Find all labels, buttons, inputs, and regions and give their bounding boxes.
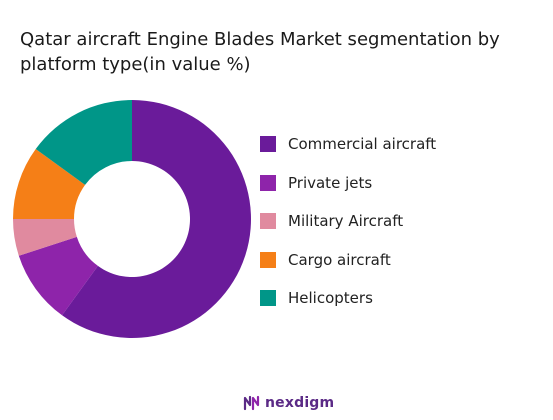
chart-title: Qatar aircraft Engine Blades Market segm… <box>20 29 500 75</box>
brand-logo-area: nexdigm <box>242 393 334 413</box>
donut-chart <box>13 100 251 338</box>
donut-slice-military-aircraft <box>13 219 77 256</box>
brand-name: nexdigm <box>265 395 335 411</box>
legend-label: Private jets <box>288 173 373 192</box>
donut-slice-commercial-aircraft <box>62 100 251 338</box>
legend-swatch <box>260 290 276 306</box>
legend-swatch <box>260 174 276 191</box>
legend-label: Military Aircraft <box>288 212 404 230</box>
legend-item: Private jets <box>260 172 436 194</box>
legend-swatch <box>260 251 276 268</box>
legend-swatch <box>260 213 276 229</box>
legend-label: Commercial aircraft <box>288 135 437 153</box>
legend-label: Helicopters <box>288 289 373 307</box>
donut-slice-cargo-aircraft <box>13 149 86 219</box>
chart-legend: Commercial aircraft Private jets Military … <box>260 133 436 326</box>
legend-item: Military Aircraft <box>260 210 436 232</box>
legend-swatch <box>260 136 276 152</box>
donut-slice-private-jets <box>18 236 98 316</box>
donut-slice-helicopters <box>35 100 133 185</box>
legend-item: Helicopters <box>260 287 436 309</box>
legend-label: Cargo aircraft <box>288 250 391 269</box>
legend-item: Cargo aircraft <box>260 249 436 271</box>
nexdigm-logo-icon <box>243 395 260 411</box>
legend-item: Commercial aircraft <box>260 133 436 155</box>
